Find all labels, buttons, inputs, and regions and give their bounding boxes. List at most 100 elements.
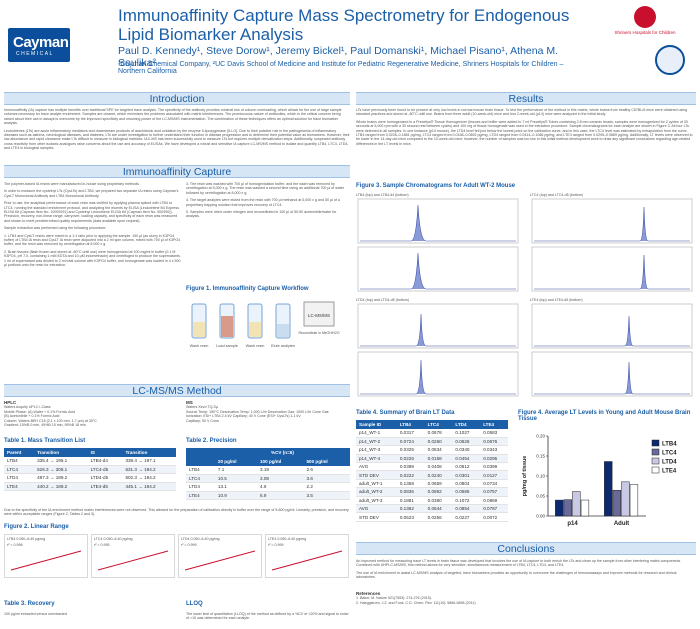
workflow-tube-4 [275,303,291,339]
table-cell: 0.1368 [396,479,425,489]
table-cell: 0.0158 [424,454,453,464]
linear-range-plot [97,550,169,571]
table-cell: 0.0127 [480,470,508,480]
table-row: p14_WT-3 0.0325 0.0534 0.0340 0.0343 [356,445,508,455]
legend-swatch [651,466,660,474]
hplc-line: Gradient: 15%B 0 min, 49%B 15 min, 95%B … [4,423,86,428]
table-cell: 0.0260 [424,437,453,447]
chromatogram-panel: LTE4 (top) and LTE4-d5 (bottom) [530,298,695,402]
bar-ltd4 [621,481,630,517]
workflow-label: Reconstitute in MeOH/H2O [298,331,339,335]
table-cell: 0.0226 [396,454,425,464]
ia-text-left: The polymer-based IA resins were manufac… [4,182,182,374]
table-cell: 0.0757 [480,487,508,497]
table2-header: 500 pg/ml [303,457,350,466]
table-cell: p14_WT-4 [356,454,397,464]
bar-ltb4 [555,499,564,517]
table-cell: LTB4 [4,457,35,466]
results-paragraph: LTs have previously been found to be pre… [356,108,688,117]
table1-header: IS [87,448,123,457]
legend-label: LTC4 [662,451,677,457]
legend-swatch [651,439,660,447]
table4-header: LTB4 [396,420,425,429]
ia-text-right: 3. The resin was washed with 700 µl of h… [186,182,350,230]
table-cell: 3.6 [303,474,350,484]
ms-heading: MS [186,401,193,405]
workflow-tube-2 [219,303,235,339]
table-cell: 0.0227 [452,512,481,522]
hplc-line: (B) Acetonitrile + 0.1% Formic Acid [4,414,60,419]
cayman-logo-sub: CHEMICAL [16,51,54,57]
table-row: STD DEV 0.0222 0.0240 0.0301 0.0127 [356,470,508,480]
table-cell: 0.0804 [452,479,481,489]
intro-paragraph: Leukotrienes (LTs) are acute inflammator… [4,128,350,151]
chromatogram-panel: LTB4 (top) and LTB4-d4 (bottom) [356,193,521,297]
table-cell: 0.0256 [424,512,453,522]
table-cell: 0.0626 [452,437,481,447]
lcms-instrument-icon [303,301,335,327]
section-introduction: Introduction [4,92,350,105]
table-cell: 0.0301 [452,470,481,480]
table-cell: 0.0317 [396,429,425,438]
ia-paragraph: 2. Brain tissues (flash frozen and store… [4,249,181,268]
ia-paragraph: 4. The target analytes were eluted from … [186,198,340,207]
table-cell: 0.1072 [452,496,481,506]
section-results: Results [356,92,696,105]
table-cell: 0.0295 [480,454,508,464]
table-cell: 7.1 [214,466,257,475]
table-cell: 0.0686 [452,487,481,497]
chromatogram-panel: LTD4 (top) and LTD4-d5 (bottom) [356,298,521,402]
table-cell: 6.9 [257,491,304,501]
conclusions-paragraph: The use of IA enrichment to assist LC-MS… [356,570,677,580]
poster-title: Immunoaffinity Capture Mass Spectrometry… [118,6,570,44]
linear-range-plot [10,550,82,571]
interference-text: Due to the specificity of the IA enrichm… [4,508,349,517]
table-cell: 0.1027 [452,429,481,438]
workflow-tube-1 [191,303,207,339]
table2-header [186,457,215,466]
table4-header: Sample ID [356,420,397,429]
hplc-line: Column: Waters BEH C18 (2.1 x 100 mm, 1.… [4,418,97,423]
references-heading: References [356,592,381,596]
bar-ltc4 [563,499,572,517]
conclusions-text: An improved method for measuring trace L… [356,559,696,585]
table-cell: p14_WT-3 [356,445,397,455]
table-row: LTB4 7.1 3.19 2.6 [186,466,350,475]
table-cell: AVG [356,504,397,514]
table-row: LTE4 440.2 → 189.2 LTE4-d5 445.1 → 194.2 [4,482,176,492]
table-cell: 0.0869 [480,496,508,506]
table4-header: LTC4 [424,420,453,429]
table-row: AVG 0.0398 0.0408 0.0612 0.0399 [356,462,508,472]
y-tick-label: 0.20 [536,434,545,439]
table-cell: 631.3 → 194.2 [122,465,176,475]
linear-range-plot [271,550,343,571]
figure1-caption: Figure 1. Immunoaffinity Capture Workflo… [186,286,309,292]
table2-caption: Table 2. Precision [186,438,237,444]
table1-caption: Table 1. Mass Transition List [4,438,86,444]
legend-label: LTD4 [662,460,677,466]
table-cell: 0.0399 [480,462,508,472]
table-cell: p14_WT-2 [356,437,397,447]
y-tick-label: 0.00 [536,514,545,519]
x-category-label: p14 [567,521,578,527]
table-row: LTC4 626.3 → 308.1 LTC4-d5 631.3 → 194.2 [4,465,176,475]
figure4-bar-chart: 0.00 0.05 0.10 0.15 0.20 pg/mg of tissue p14 Ad… [522,434,677,528]
table-cell: 0.0222 [396,470,425,480]
workflow-label: Load sample [216,344,238,348]
legend-swatch [651,457,660,465]
linear-range-plot [184,550,256,571]
ms-block: MS Waters Xevo TQ-Sµ Source Temp: 150°C … [186,401,350,431]
ia-paragraph: 5. Samples were dried under nitrogen and… [186,210,337,219]
table-cell: 0.0787 [480,504,508,514]
shriners-logo-text: Shriners Hospitals for Children [614,30,676,35]
table-cell: LTC4-d5 [87,465,123,475]
panel-title: LTB4 0.050–6.40 pg/mg [7,537,46,541]
table-cell: 0.0240 [424,470,453,480]
panel-title: LTB4 (top) and LTB4-d4 (bottom) [356,193,409,197]
table-cell: 339.4 → 197.1 [122,457,176,466]
table-cell: 0.0676 [480,437,508,447]
table-cell: 0.0325 [396,445,425,455]
table2-header: 20 pg/ml [214,457,257,466]
ia-paragraph: Sample extraction was performed using th… [4,226,107,231]
reference-item: 1. Baker, M. Nature 521(7553): 274-276 (… [356,596,432,601]
